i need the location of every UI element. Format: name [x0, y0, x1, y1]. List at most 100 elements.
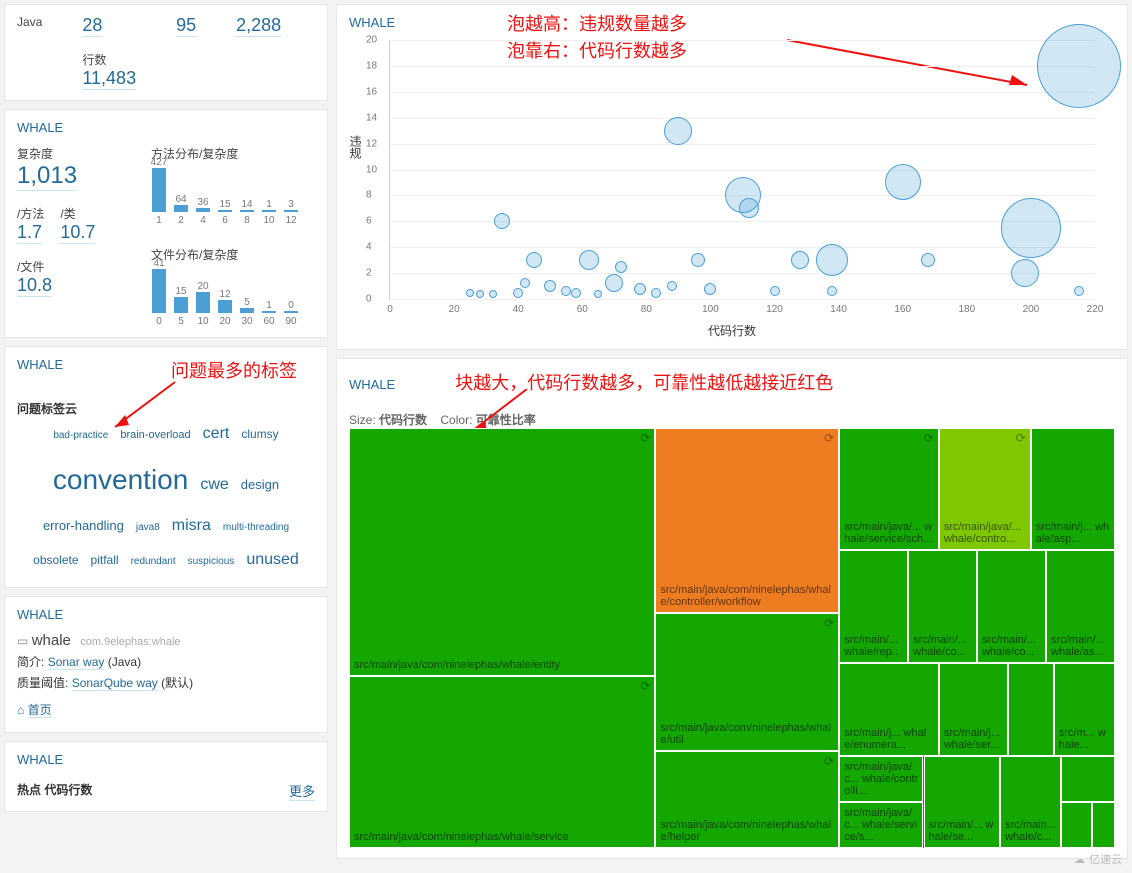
bubble-point[interactable] [634, 283, 646, 295]
bubble-point[interactable] [526, 252, 542, 268]
tag-obsolete[interactable]: obsolete [33, 548, 78, 573]
bubble-point[interactable] [571, 288, 581, 298]
bubble-point[interactable] [691, 253, 705, 267]
bubble-point[interactable] [816, 244, 848, 276]
link-icon: ⟳ [824, 431, 834, 445]
tags-panel: WHALE 问题最多的标签 问题标签云 bad-practicebrain-ov… [4, 346, 328, 588]
treemap-cell[interactable] [1092, 802, 1115, 848]
treemap-cell[interactable]: src/m... whale... [1054, 663, 1115, 755]
y-axis-label: 违规 [347, 135, 364, 159]
treemap-cell[interactable] [1061, 756, 1115, 802]
link-icon: ⟳ [924, 431, 934, 445]
bubble-point[interactable] [651, 288, 661, 298]
treemap-cell[interactable]: src/main/java/com/ninelephas/whale/util⟳ [655, 613, 839, 752]
treemap-cell[interactable]: src/main/j... whale/enumera... [839, 663, 939, 755]
bubble-point[interactable] [1037, 24, 1121, 108]
bubble-point[interactable] [1011, 259, 1039, 287]
link-icon: ⟳ [640, 431, 650, 445]
more-link[interactable]: 更多 [289, 781, 315, 801]
treemap-cell[interactable]: src/main/java/c... whale/service/s... [839, 802, 923, 848]
tag-java8[interactable]: java8 [136, 517, 160, 538]
bubble-point[interactable] [489, 290, 497, 298]
treemap-cell[interactable]: src/main/... whale/as... [1046, 550, 1115, 663]
treemap-cell[interactable]: src/main/java/... whale/service/sch...⟳ [839, 428, 939, 550]
tag-suspicious[interactable]: suspicious [188, 551, 235, 572]
treemap-cell[interactable]: src/main/java/... whale/contro...⟳ [939, 428, 1031, 550]
bubble-point[interactable] [466, 289, 474, 297]
metric-lines[interactable]: 11,483 [82, 68, 136, 90]
annotation-tags: 问题最多的标签 [171, 357, 297, 383]
link-icon: ⟳ [1016, 431, 1026, 445]
treemap-cell[interactable]: src/main/j... whale/asp... [1031, 428, 1115, 550]
tag-design[interactable]: design [241, 471, 279, 498]
treemap-cell[interactable]: src/main/java/c... whale/controlli... [839, 756, 923, 802]
tag-clumsy[interactable]: clumsy [241, 422, 278, 447]
lang-label: Java [17, 15, 42, 29]
lines-label: 行数 [82, 51, 136, 68]
profile-link[interactable]: Sonar way [48, 655, 105, 670]
treemap-cell[interactable]: src/main/java/com/ninelephas/whale/servi… [349, 676, 655, 848]
bubble-point[interactable] [885, 164, 921, 200]
bubble-point[interactable] [476, 290, 484, 298]
treemap-cell[interactable] [1061, 802, 1092, 848]
bubble-point[interactable] [739, 198, 759, 218]
metric-3[interactable]: 2,288 [236, 15, 281, 37]
bubble-point[interactable] [791, 251, 809, 269]
project-panel: WHALE ▭ whale com.9elephas:whale 简介: Son… [4, 596, 328, 733]
treemap-cell[interactable] [1008, 663, 1054, 755]
bubble-point[interactable] [605, 274, 623, 292]
tag-bad-practice[interactable]: bad-practice [53, 425, 108, 446]
bubble-point[interactable] [561, 286, 571, 296]
lang-metrics-panel: Java 28 行数 11,483 95 2,288 [4, 4, 328, 101]
bubble-point[interactable] [520, 278, 530, 288]
bubble-point[interactable] [770, 286, 780, 296]
bubble-chart[interactable]: 0246810121416182002040608010012014016018… [389, 40, 1095, 300]
link-icon: ⟳ [824, 754, 834, 768]
complexity-val[interactable]: 1,013 [17, 162, 77, 191]
project-key: com.9elephas:whale [80, 636, 180, 648]
tag-convention[interactable]: convention [53, 451, 188, 510]
treemap-cell[interactable]: src/main/java/com/ninelephas/whale/entit… [349, 428, 655, 676]
tag-error-handling[interactable]: error-handling [43, 512, 124, 539]
bubble-point[interactable] [921, 253, 935, 267]
gate-link[interactable]: SonarQube way [72, 676, 158, 691]
metric-1[interactable]: 28 [82, 15, 102, 37]
tag-misra[interactable]: misra [172, 509, 211, 543]
treemap-cell[interactable]: src/main... whale/c... [1000, 756, 1061, 848]
tag-redundant[interactable]: redundant [131, 551, 176, 572]
tag-pitfall[interactable]: pitfall [91, 548, 119, 573]
project-name: whale [32, 632, 71, 649]
tag-brain-overload[interactable]: brain-overload [120, 424, 190, 447]
treemap-cell[interactable]: src/main/... whale/co... [908, 550, 977, 663]
metric-2[interactable]: 95 [176, 15, 196, 37]
bubble-point[interactable] [667, 281, 677, 291]
bubble-point[interactable] [664, 117, 692, 145]
treemap-cell[interactable]: src/main/java/com/ninelephas/whale/contr… [655, 428, 839, 613]
bubble-point[interactable] [827, 286, 837, 296]
bubble-point[interactable] [494, 213, 510, 229]
bubble-point[interactable] [544, 280, 556, 292]
cloud-icon: ☁ [1074, 853, 1085, 866]
home-link[interactable]: 首页 [28, 703, 52, 718]
dist1-chart: 4271642364156148110312 [151, 166, 299, 226]
bubble-point[interactable] [594, 290, 602, 298]
treemap-cell[interactable]: src/main/j... whale/ser... [939, 663, 1008, 755]
tags-subtitle: 问题标签云 [17, 400, 315, 417]
tag-cert[interactable]: cert [203, 417, 230, 451]
treemap-cell[interactable]: src/main/... whale/co... [977, 550, 1046, 663]
treemap-cell[interactable]: src/main/... whale/se... [924, 756, 1001, 848]
tag-unused[interactable]: unused [246, 543, 299, 577]
bubble-point[interactable] [704, 283, 716, 295]
tag-cwe[interactable]: cwe [200, 468, 228, 502]
bubble-point[interactable] [1001, 198, 1061, 258]
bubble-point[interactable] [1074, 286, 1084, 296]
home-icon: ⌂ [17, 703, 24, 717]
bubble-point[interactable] [513, 288, 523, 298]
treemap-chart[interactable]: src/main/java/com/ninelephas/whale/entit… [349, 428, 1115, 848]
bubble-point[interactable] [615, 261, 627, 273]
bubble-point[interactable] [579, 250, 599, 270]
treemap-cell[interactable]: src/main/... whale/rep... [839, 550, 908, 663]
panel-title: WHALE [17, 120, 315, 135]
tag-multi-threading[interactable]: multi-threading [223, 517, 289, 538]
treemap-cell[interactable]: src/main/java/com/ninelephas/whale/helpe… [655, 751, 839, 848]
